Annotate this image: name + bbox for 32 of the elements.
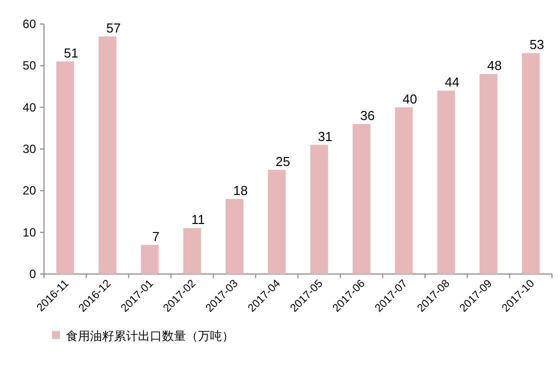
y-tick-label: 10 bbox=[22, 225, 36, 240]
bar bbox=[56, 62, 74, 274]
bar bbox=[183, 228, 202, 274]
data-label: 25 bbox=[276, 154, 290, 169]
data-label: 11 bbox=[191, 212, 205, 228]
bar bbox=[522, 53, 540, 274]
data-label: 51 bbox=[64, 46, 78, 60]
y-tick-label: 60 bbox=[22, 17, 36, 31]
data-label: 36 bbox=[360, 108, 375, 123]
bar bbox=[394, 107, 413, 274]
data-label: 18 bbox=[233, 183, 248, 198]
bar bbox=[437, 90, 456, 274]
data-label: 7 bbox=[152, 228, 160, 244]
y-tick-label: 20 bbox=[22, 184, 36, 198]
data-label: 40 bbox=[402, 91, 418, 106]
bar bbox=[98, 36, 116, 274]
data-label: 57 bbox=[106, 20, 121, 36]
data-label: 31 bbox=[318, 128, 332, 144]
y-tick-label: 0 bbox=[29, 267, 36, 281]
bar bbox=[352, 124, 370, 274]
y-tick-label: 30 bbox=[22, 142, 36, 156]
y-tick-label: 40 bbox=[22, 100, 36, 114]
y-tick-label: 50 bbox=[22, 58, 36, 73]
data-label: 53 bbox=[530, 37, 544, 52]
bar bbox=[480, 74, 498, 274]
bar bbox=[268, 170, 286, 274]
legend-label: 食用油籽累计出口数量（万吨） bbox=[66, 329, 234, 343]
data-label: 48 bbox=[487, 58, 502, 73]
bar bbox=[140, 244, 159, 274]
data-label: 44 bbox=[444, 74, 460, 90]
bar bbox=[310, 144, 328, 274]
bar bbox=[226, 199, 244, 274]
